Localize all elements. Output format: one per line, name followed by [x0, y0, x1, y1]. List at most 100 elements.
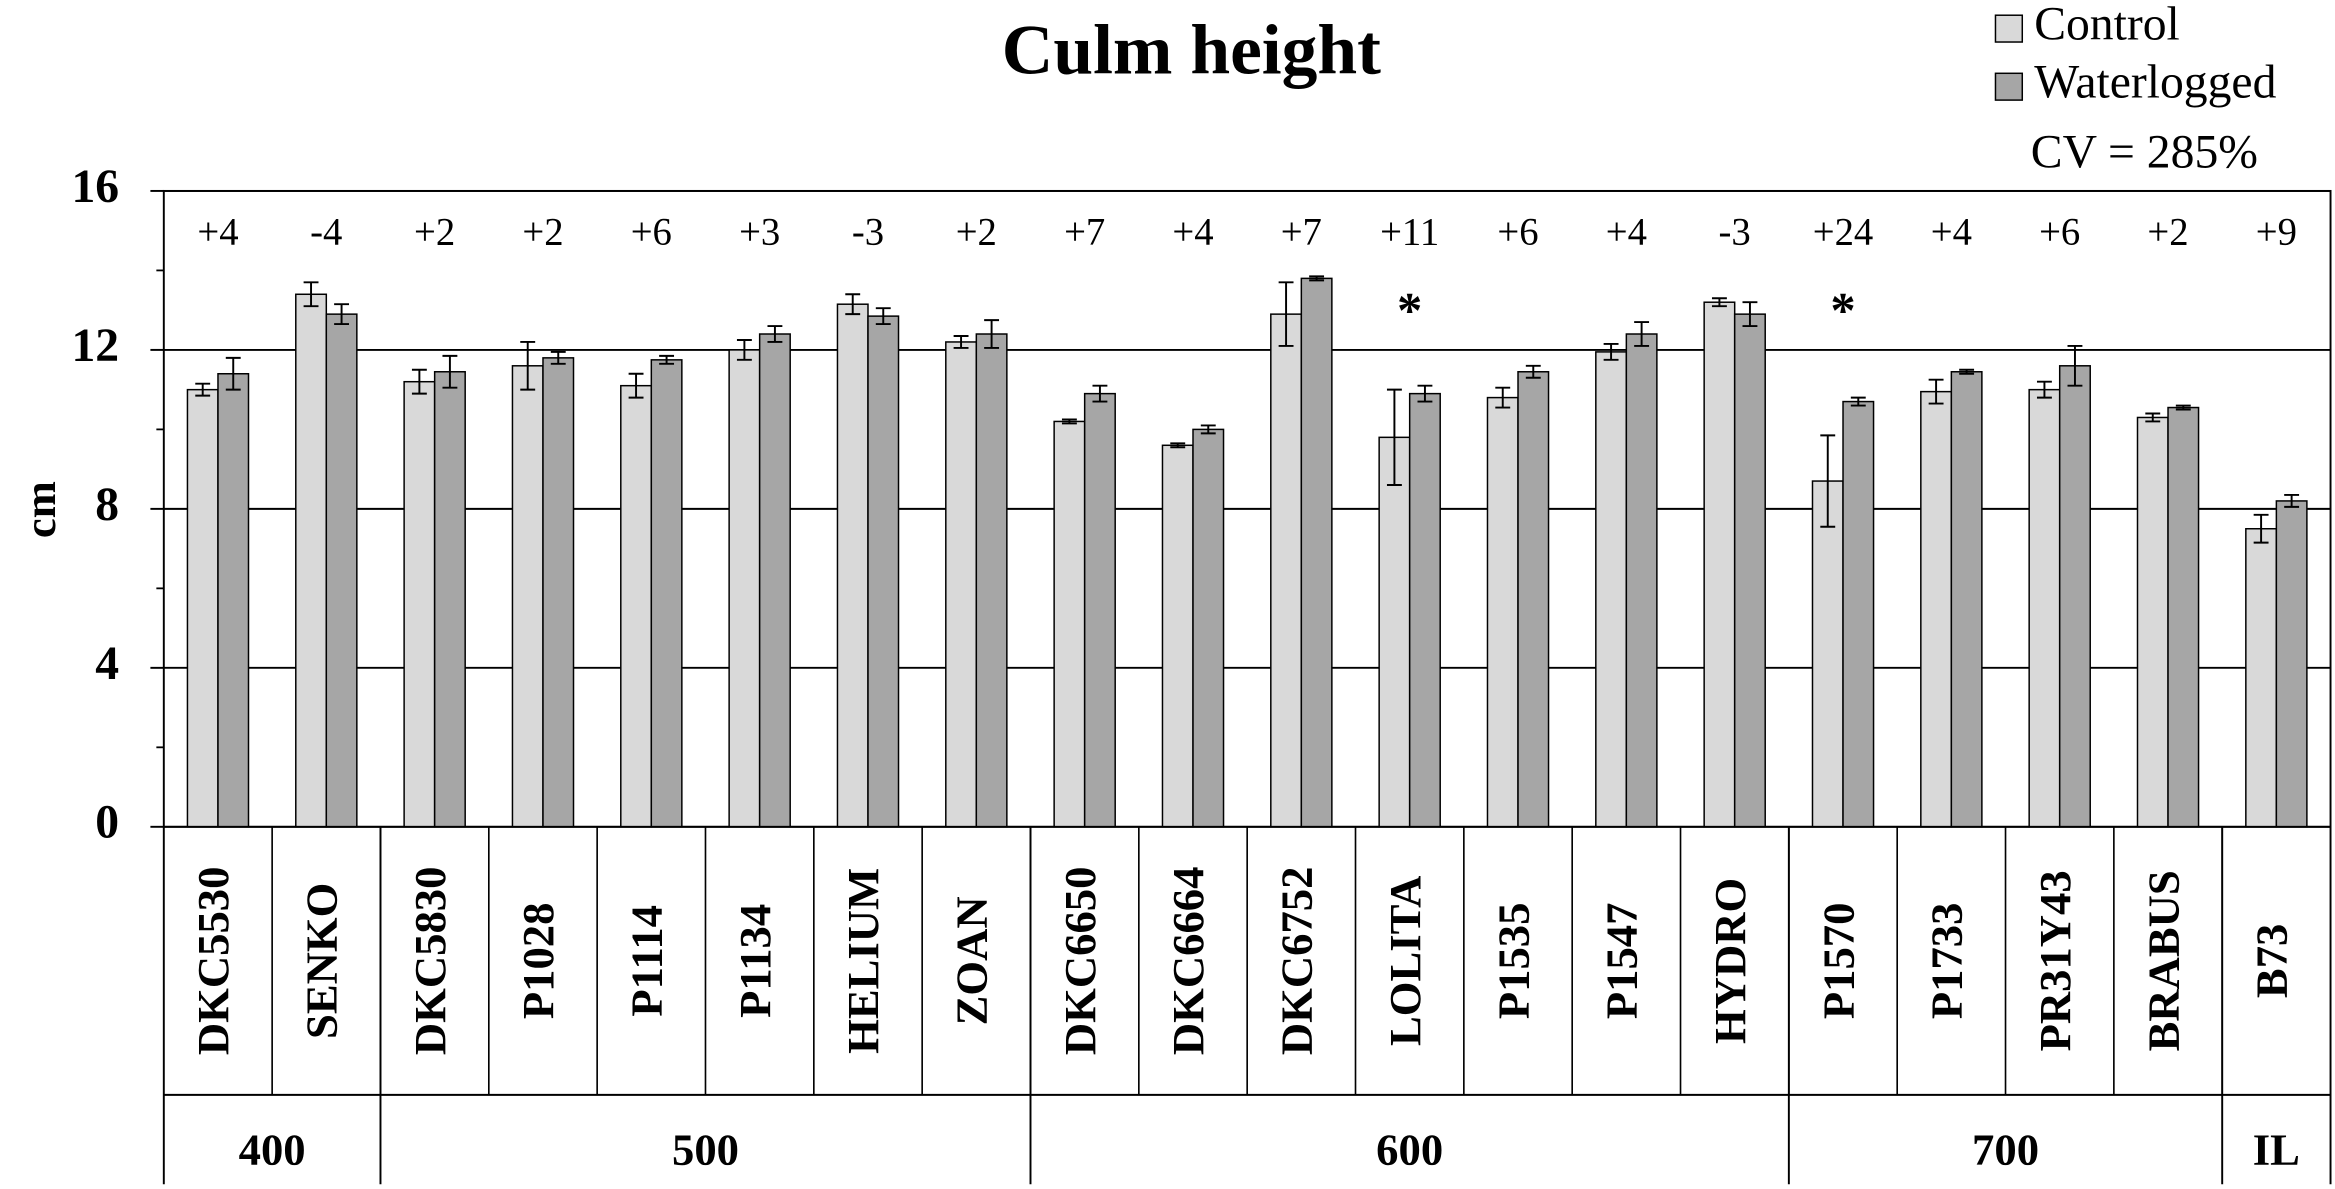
group-label: IL: [2253, 1125, 2300, 1175]
difference-label: +7: [1281, 212, 1322, 254]
x-tick-label: B73: [2247, 924, 2297, 998]
error-bar: [1525, 364, 1541, 379]
error-bar: [1850, 396, 1866, 407]
group-label: 500: [672, 1125, 739, 1175]
difference-label: +6: [631, 212, 672, 254]
bar: [1733, 313, 1766, 828]
x-tick-label: DKC6650: [1055, 867, 1105, 1056]
x-tick-label: DKC5830: [405, 867, 455, 1056]
bar: [650, 359, 683, 828]
x-tick-label: ZOAN: [947, 896, 997, 1025]
bar: [511, 365, 544, 828]
significance-mark: *: [1397, 283, 1422, 339]
y-axis-label: cm: [15, 481, 65, 538]
error-bar: [1061, 418, 1077, 425]
x-tick-label: P1134: [730, 904, 780, 1018]
error-bar: [2253, 513, 2269, 544]
error-bar: [659, 354, 675, 365]
error-bar: [1309, 275, 1325, 282]
bar: [1595, 351, 1628, 828]
difference-label: +6: [1497, 212, 1538, 254]
bar: [1703, 301, 1736, 828]
bar: [620, 384, 653, 828]
x-tick-label: P1028: [513, 903, 563, 1020]
difference-label: +3: [739, 212, 780, 254]
error-bar: [1742, 301, 1758, 328]
difference-label: +7: [1064, 212, 1105, 254]
bar: [728, 349, 761, 828]
bar: [2136, 416, 2169, 828]
bar: [867, 315, 900, 828]
x-tick-label: DKC6752: [1272, 867, 1322, 1056]
error-bar: [195, 382, 211, 397]
group-label: 700: [1972, 1125, 2039, 1175]
difference-label: +11: [1380, 212, 1439, 254]
bar: [2245, 527, 2278, 828]
x-tick-label: DKC6664: [1163, 867, 1213, 1056]
bar: [1842, 400, 1875, 828]
difference-label: -4: [310, 212, 342, 254]
bar: [1378, 436, 1411, 828]
error-bar: [1928, 378, 1944, 405]
error-bar: [411, 368, 427, 395]
error-bar: [875, 307, 891, 326]
bar: [758, 333, 791, 828]
bar: [2058, 365, 2091, 828]
error-bar: [1959, 368, 1975, 375]
error-bar: [736, 339, 752, 361]
error-bar: [628, 372, 644, 399]
error-bar: [1200, 424, 1216, 435]
bar: [1920, 390, 1953, 828]
difference-label: -3: [852, 212, 884, 254]
x-tick-label: P1114: [622, 905, 672, 1017]
bar: [1300, 277, 1333, 828]
bar: [1192, 428, 1225, 828]
error-bar: [1634, 321, 1650, 347]
bar: [836, 303, 869, 828]
legend-swatch: [1994, 72, 2024, 101]
difference-label: +2: [956, 212, 997, 254]
bar: [217, 373, 250, 828]
bar: [1625, 333, 1658, 828]
legend-swatch: [1994, 14, 2024, 43]
error-bar: [845, 293, 861, 316]
difference-label: +24: [1813, 212, 1874, 254]
error-bar: [1711, 297, 1727, 308]
bar: [433, 371, 466, 828]
difference-label: +6: [2039, 212, 2080, 254]
error-bar: [2284, 493, 2300, 508]
error-bar: [303, 281, 319, 308]
bar: [325, 313, 358, 828]
error-bar: [1820, 434, 1836, 528]
bar: [1408, 392, 1441, 828]
chart-title: Culm height: [1002, 10, 1381, 89]
difference-label: +2: [522, 212, 563, 254]
difference-label: +2: [2147, 212, 2188, 254]
y-tick-label: 16: [71, 161, 119, 213]
error-bar: [2036, 380, 2052, 399]
difference-label: -3: [1719, 212, 1751, 254]
error-bar: [2145, 412, 2161, 423]
error-bar: [1092, 384, 1108, 403]
x-tick-label: P1570: [1813, 903, 1863, 1020]
error-bar: [225, 356, 241, 391]
bar: [2275, 500, 2308, 828]
group-label: 400: [239, 1125, 306, 1175]
bar: [2167, 406, 2200, 828]
difference-label: +4: [1172, 212, 1213, 254]
error-bar: [334, 303, 350, 326]
error-bar: [1495, 386, 1511, 409]
bar: [186, 388, 219, 828]
error-bar: [1170, 442, 1186, 449]
bar: [1811, 480, 1844, 828]
x-tick-label: P1733: [1922, 903, 1972, 1020]
y-tick-label: 4: [95, 638, 119, 690]
error-bar: [1417, 384, 1433, 403]
significance-mark: *: [1830, 283, 1855, 339]
difference-label: +4: [1606, 212, 1647, 254]
error-bar: [1386, 388, 1402, 486]
x-tick-label: PR31Y43: [2030, 870, 2080, 1051]
error-bar: [1278, 281, 1294, 347]
y-tick-label: 0: [95, 797, 119, 849]
